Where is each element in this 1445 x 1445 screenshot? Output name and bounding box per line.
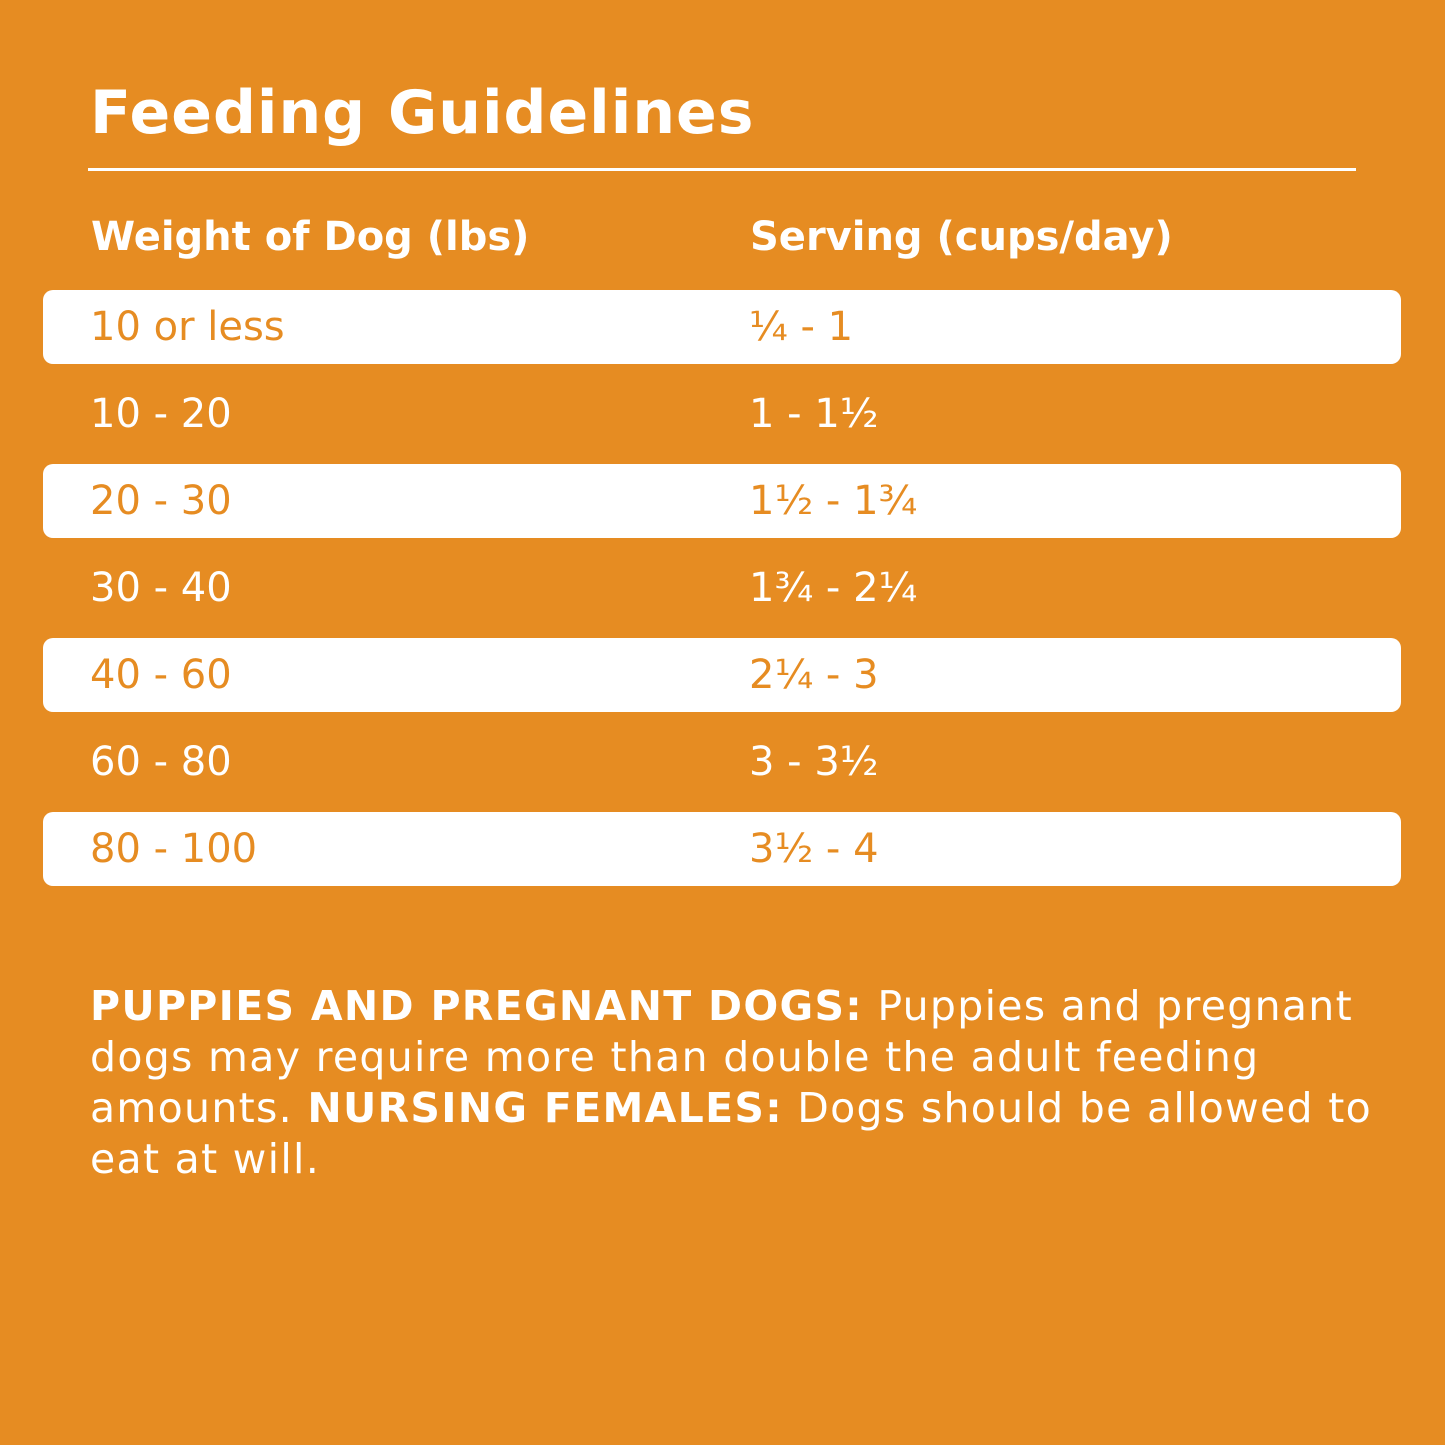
weight-cell: 80 - 100: [90, 826, 258, 872]
page-title: Feeding Guidelines: [90, 78, 755, 148]
table-row: 60 - 80 3 - 3½: [43, 725, 1401, 799]
note-text-puppies: Puppies and pregnant dogs may require mo…: [90, 982, 1353, 1132]
serving-cell: 1 - 1½: [749, 391, 879, 437]
table-row: 10 - 20 1 - 1½: [43, 377, 1401, 451]
table-row: 10 or less ¼ - 1: [43, 290, 1401, 364]
table-row: 30 - 40 1¾ - 2¼: [43, 551, 1401, 625]
header-weight: Weight of Dog (lbs): [91, 214, 530, 260]
weight-cell: 10 - 20: [90, 391, 232, 437]
weight-cell: 60 - 80: [90, 739, 232, 785]
table-row: 80 - 100 3½ - 4: [43, 812, 1401, 886]
header-serving: Serving (cups/day): [750, 214, 1173, 260]
weight-cell: 30 - 40: [90, 565, 232, 611]
table-row: 40 - 60 2¼ - 3: [43, 638, 1401, 712]
serving-cell: ¼ - 1: [749, 304, 854, 350]
serving-cell: 3½ - 4: [749, 826, 879, 872]
serving-cell: 2¼ - 3: [749, 652, 879, 698]
note-label-puppies: PUPPIES AND PREGNANT DOGS:: [90, 982, 864, 1030]
title-divider: [88, 168, 1356, 171]
note-text-nursing: Dogs should be allowed to eat at will.: [90, 1084, 1372, 1183]
feeding-table: 10 or less ¼ - 1 10 - 20 1 - 1½ 20 - 30 1½ - …: [43, 290, 1401, 899]
serving-cell: 3 - 3½: [749, 739, 879, 785]
serving-cell: 1¾ - 2¼: [749, 565, 918, 611]
note-label-nursing: NURSING FEMALES:: [307, 1084, 783, 1132]
weight-cell: 20 - 30: [90, 478, 232, 524]
feeding-note: PUPPIES AND PREGNANT DOGS: Puppies and p…: [90, 981, 1380, 1185]
serving-cell: 1½ - 1¾: [749, 478, 918, 524]
table-row: 20 - 30 1½ - 1¾: [43, 464, 1401, 538]
weight-cell: 10 or less: [90, 304, 285, 350]
weight-cell: 40 - 60: [90, 652, 232, 698]
